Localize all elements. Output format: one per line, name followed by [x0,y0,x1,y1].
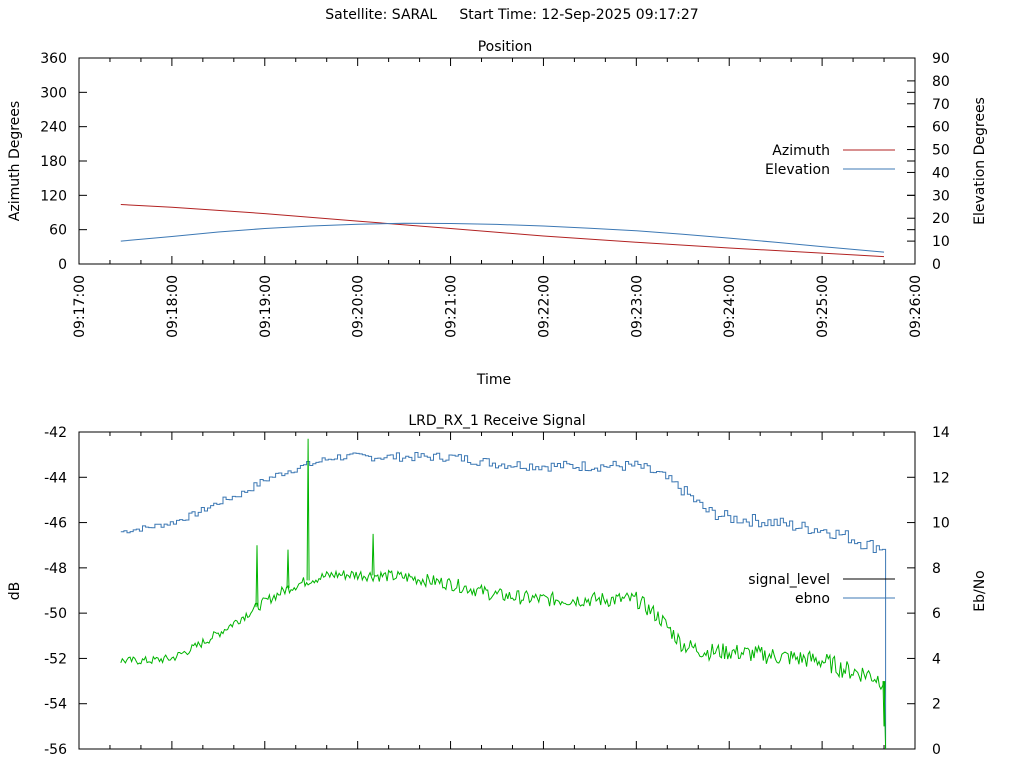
elevation-tick-label: 40 [932,165,950,181]
azimuth-tick-label: 120 [40,188,67,204]
db-tick-label: -56 [44,742,67,758]
db-axis-title: dB [7,582,23,601]
db-tick-label: -50 [44,606,67,622]
azimuth-tick-label: 360 [40,51,67,67]
elevation-tick-label: 30 [932,188,950,204]
time-tick-label: 09:25:00 [815,275,831,338]
time-tick-label: 09:26:00 [908,275,924,338]
time-tick-label: 09:18:00 [165,275,181,338]
azimuth-line [120,204,885,258]
signal-level-legend-label: signal_level [748,572,830,588]
db-tick-label: -54 [44,697,67,713]
elevation-line [120,222,885,253]
elevation-tick-label: 0 [932,257,941,273]
elevation-axis-title: Elevation Degrees [972,97,988,225]
elevation-tick-label: 80 [932,74,950,90]
signal-level-spike [255,545,259,608]
azimuth-tick-label: 180 [40,154,67,170]
position-chart-title: Position [478,39,533,55]
ebno-tick-label: 4 [932,651,941,667]
signal-level-line [120,569,887,750]
ebno-tick-label: 12 [932,470,950,486]
ebno-tick-label: 10 [932,516,950,532]
azimuth-tick-label: 60 [49,223,67,239]
db-tick-label: -44 [44,470,67,486]
time-tick-label: 09:19:00 [258,275,274,338]
time-tick-label: 09:17:00 [72,275,88,338]
start-time-label: Start Time: 12-Sep-2025 09:17:27 [459,7,699,23]
elevation-tick-label: 10 [932,234,950,250]
signal-level-spike [882,681,886,727]
main-title: Satellite: SARAL Start Time: 12-Sep-2025… [0,7,1024,23]
time-tick-label: 09:23:00 [629,275,645,338]
ebno-axis-title: Eb/No [972,570,988,612]
time-tick-label: 09:21:00 [444,275,460,338]
azimuth-tick-label: 0 [58,257,67,273]
signal-chart-title: LRD_RX_1 Receive Signal [408,413,585,429]
signal-level-spike [286,549,290,589]
azimuth-tick-label: 240 [40,120,67,136]
azimuth-tick-label: 300 [40,85,67,101]
ebno-tick-label: 6 [932,606,941,622]
azimuth-axis-title: Azimuth Degrees [7,101,23,221]
signal-level-spike [371,533,375,576]
ebno-tick-label: 8 [932,561,941,577]
time-tick-label: 09:20:00 [351,275,367,338]
db-tick-label: -42 [44,425,67,441]
ebno-line [120,452,887,749]
db-tick-label: -48 [44,561,67,577]
db-tick-label: -52 [44,651,67,667]
elevation-tick-label: 20 [932,211,950,227]
signal-level-spike [306,438,310,581]
db-tick-label: -46 [44,516,67,532]
elevation-tick-label: 60 [932,120,950,136]
ebno-tick-label: 14 [932,425,950,441]
elevation-tick-label: 70 [932,97,950,113]
azimuth-legend-label: Azimuth [772,143,830,159]
ebno-tick-label: 2 [932,697,941,713]
elevation-legend-label: Elevation [765,162,830,178]
elevation-tick-label: 50 [932,143,950,159]
time-tick-label: 09:22:00 [536,275,552,338]
elevation-tick-label: 90 [932,51,950,67]
time-tick-label: 09:24:00 [722,275,738,338]
time-axis-title: Time [476,372,511,388]
ebno-tick-label: 0 [932,742,941,758]
signal-plot-frame [78,431,916,750]
satellite-label: Satellite: SARAL [325,7,438,23]
ebno-legend-label: ebno [795,591,830,607]
